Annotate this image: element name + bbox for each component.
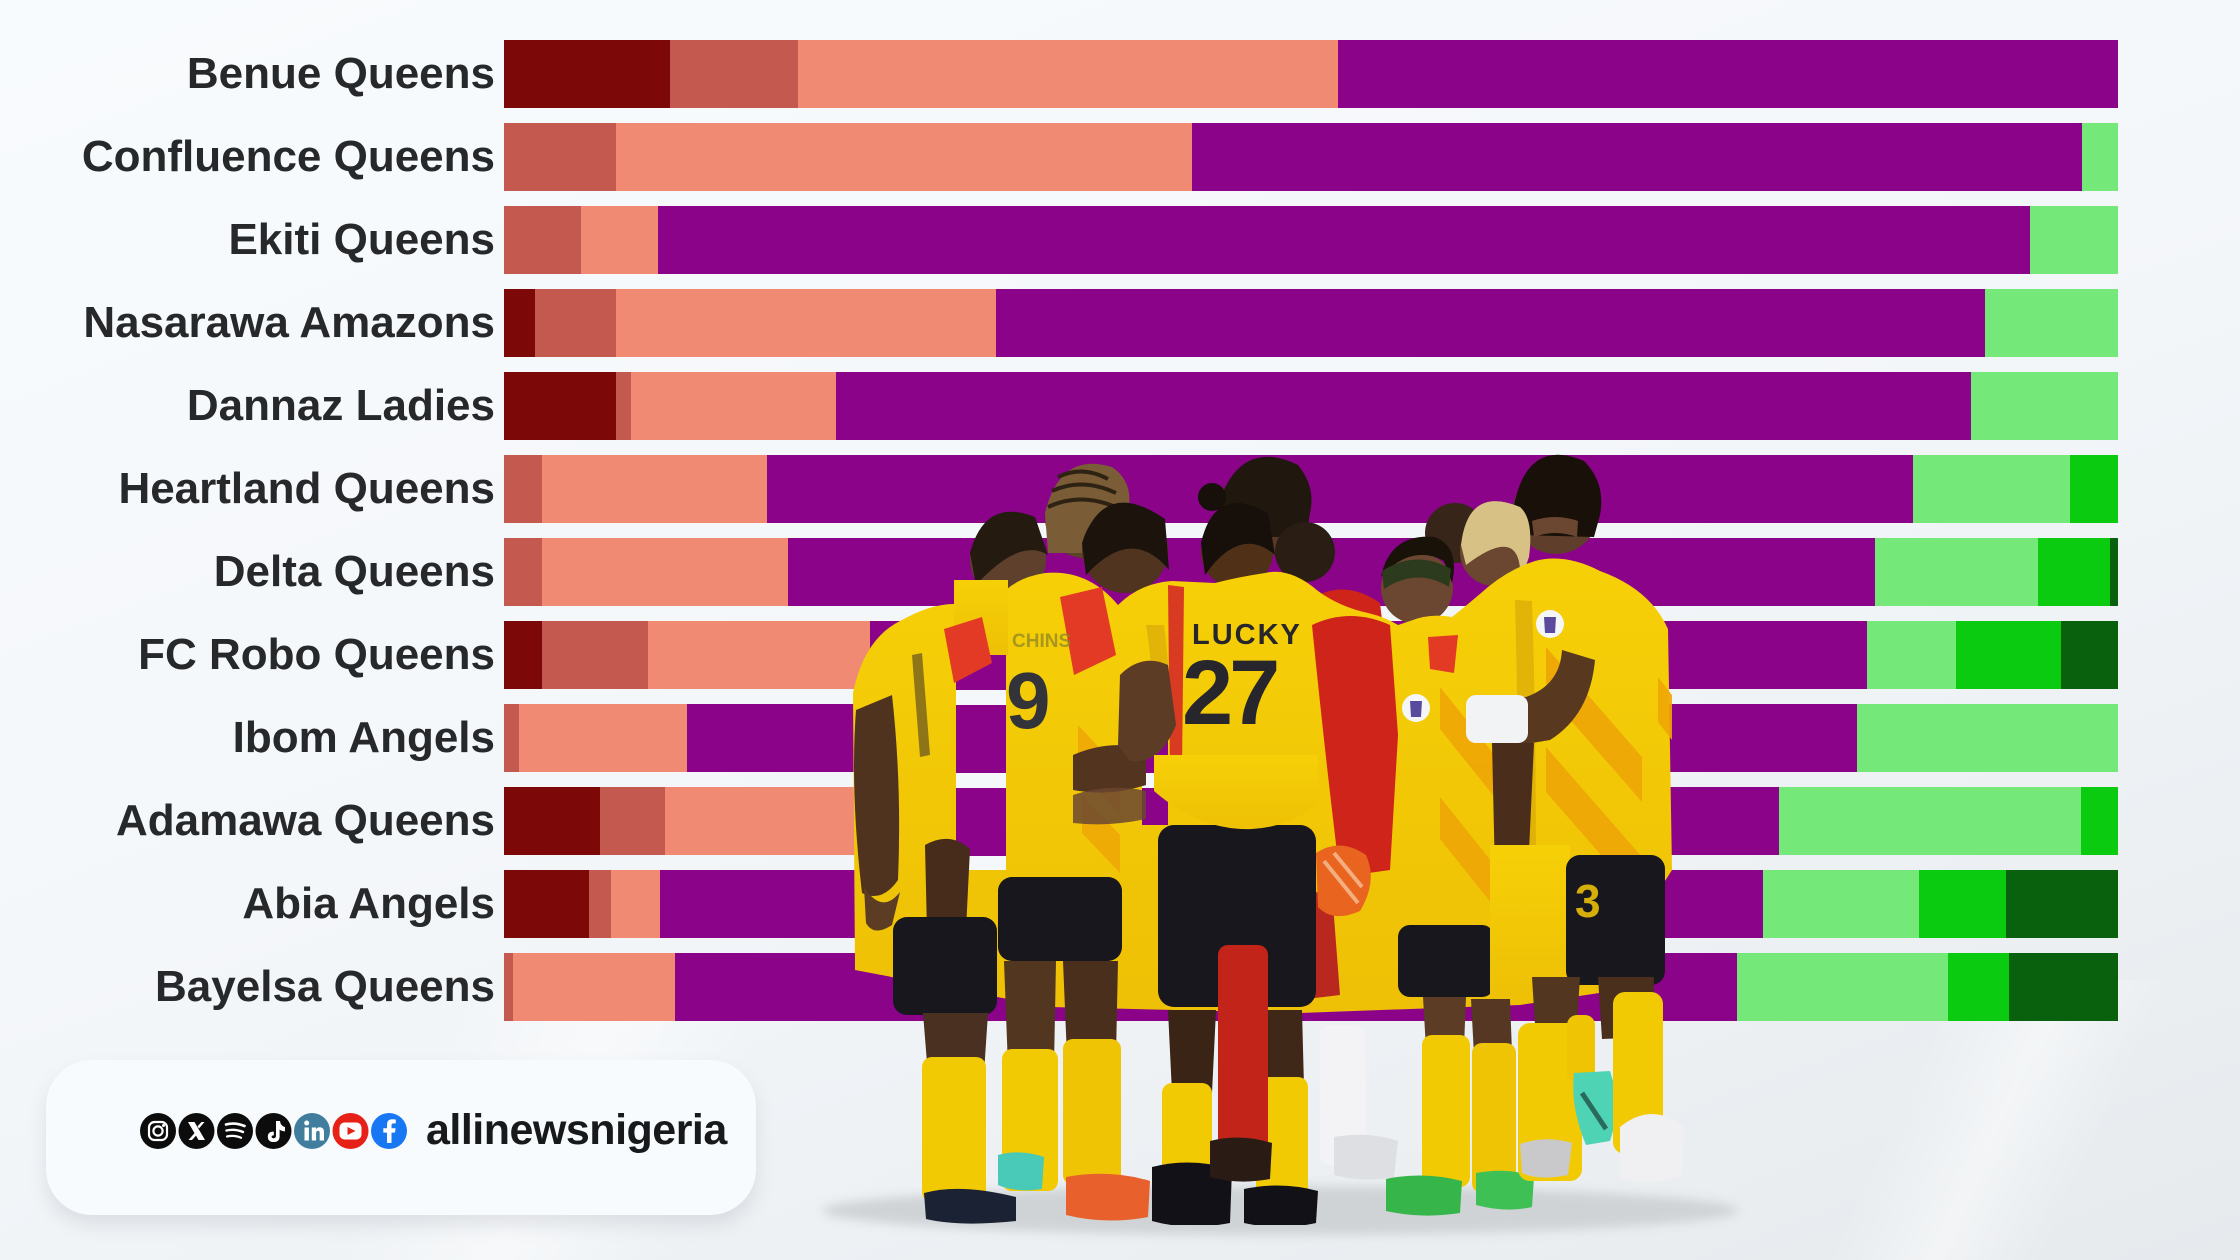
svg-text:27: 27 bbox=[1182, 642, 1277, 744]
svg-text:9: 9 bbox=[1006, 656, 1051, 745]
svg-text:CHINS: CHINS bbox=[1012, 631, 1071, 652]
svg-text:LUCKY: LUCKY bbox=[1192, 619, 1302, 651]
svg-text:3: 3 bbox=[1575, 875, 1601, 927]
